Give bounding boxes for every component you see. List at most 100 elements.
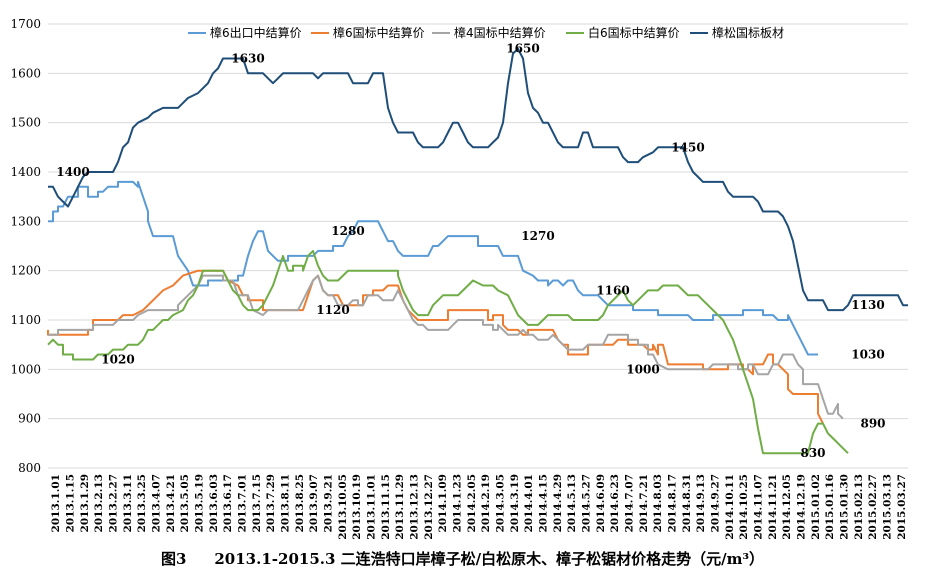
figure-caption: 图3 2013.1-2015.3 二连浩特口岸樟子松/白松原木、樟子松锯材价格走势… <box>0 548 925 569</box>
x-tick-label: 2014.4.01 <box>523 474 535 532</box>
data-label: 1400 <box>56 165 89 179</box>
x-tick-label: 2013.3.25 <box>136 474 148 532</box>
data-label: 1650 <box>506 42 539 56</box>
x-tick-label: 2014.10.25 <box>738 474 750 540</box>
x-tick-label: 2013.9.07 <box>308 474 320 532</box>
x-tick-label: 2014.2.05 <box>466 474 478 532</box>
y-tick-label: 900 <box>18 412 41 426</box>
data-label: 1030 <box>851 348 884 362</box>
x-tick-label: 2015.01.02 <box>810 474 822 540</box>
x-tick-label: 2013.10.19 <box>351 474 363 540</box>
x-tick-label: 2013.2.13 <box>93 474 105 532</box>
x-tick-label: 2014.12.05 <box>781 474 793 540</box>
figure-title: 2013.1-2015.3 二连浩特口岸樟子松/白松原木、樟子松锯材价格走势（元… <box>214 550 765 568</box>
x-tick-label: 2015.03.13 <box>882 474 894 540</box>
x-tick-label: 2013.7.01 <box>237 474 249 532</box>
legend-label: 樟松国标板材 <box>712 25 784 40</box>
x-tick-label: 2014.4.29 <box>552 474 564 532</box>
data-label: 1630 <box>231 52 264 66</box>
x-tick-label: 2014.5.27 <box>581 474 593 532</box>
x-tick-label: 2014.3.05 <box>495 474 507 532</box>
x-tick-label: 2014.4.15 <box>538 474 550 532</box>
x-tick-label: 2013.9.21 <box>323 474 335 532</box>
x-tick-label: 2013.11.29 <box>394 474 406 540</box>
x-tick-label: 2014.11.21 <box>767 474 779 540</box>
legend-label: 樟4国标中结算价 <box>454 25 546 40</box>
x-tick-label: 2013.1.01 <box>50 474 62 532</box>
x-tick-label: 2015.02.27 <box>867 474 879 540</box>
y-tick-label: 1000 <box>10 362 41 376</box>
x-tick-label: 2014.8.31 <box>681 474 693 532</box>
x-tick-label: 2014.7.07 <box>624 474 636 532</box>
x-tick-label: 2013.4.07 <box>151 474 163 532</box>
x-tick-label: 2013.10.05 <box>337 474 349 540</box>
y-tick-label: 1700 <box>10 17 41 31</box>
x-tick-label: 2014.9.27 <box>710 474 722 532</box>
data-annotations: 1400 1630 1650 1450 1280 1270 1160 1120 1020 1000… <box>56 42 885 461</box>
x-tick-label: 2013.11.01 <box>366 474 378 540</box>
legend-label: 樟6国标中结算价 <box>333 25 425 40</box>
x-axis: 2013.1.01 2013.1.15 2013.1.29 2013.2.13 2013… <box>50 474 908 540</box>
x-tick-label: 2013.7.29 <box>265 474 277 532</box>
x-tick-label: 2013.11.15 <box>380 474 392 540</box>
x-tick-label: 2014.1.09 <box>437 474 449 532</box>
x-tick-label: 2015.02.13 <box>853 474 865 540</box>
data-label: 890 <box>860 417 885 431</box>
x-tick-label: 2014.10.11 <box>724 474 736 540</box>
y-tick-label: 1200 <box>10 264 41 278</box>
figure-number: 图3 <box>160 550 187 568</box>
y-tick-label: 800 <box>18 461 41 475</box>
data-label: 1000 <box>626 362 659 376</box>
y-tick-label: 1100 <box>10 313 41 327</box>
x-tick-label: 2013.8.25 <box>294 474 306 532</box>
x-tick-label: 2014.5.13 <box>566 474 578 532</box>
series-line-3 <box>48 274 844 420</box>
y-tick-label: 1600 <box>10 66 41 80</box>
x-tick-label: 2015.01.30 <box>839 474 851 540</box>
data-label: 1280 <box>331 224 364 238</box>
x-tick-label: 2013.6.03 <box>208 474 220 532</box>
x-tick-label: 2015.03.27 <box>896 474 908 540</box>
x-tick-label: 2014.6.23 <box>609 474 621 532</box>
x-tick-label: 2013.2.27 <box>108 474 120 532</box>
x-tick-label: 2013.5.19 <box>194 474 206 532</box>
x-tick-label: 2013.8.11 <box>280 474 292 532</box>
x-tick-label: 2014.12.19 <box>796 474 808 540</box>
x-tick-label: 2014.7.21 <box>638 474 650 532</box>
x-tick-label: 2013.5.05 <box>179 474 191 532</box>
y-tick-label: 1300 <box>10 214 41 228</box>
legend-label: 白6国标中结算价 <box>588 25 680 40</box>
x-tick-label: 2014.6.09 <box>595 474 607 532</box>
x-tick-label: 2013.12.27 <box>423 474 435 540</box>
y-tick-label: 1500 <box>10 116 41 130</box>
x-tick-label: 2013.12.13 <box>409 474 421 540</box>
x-tick-label: 2014.3.19 <box>509 474 521 532</box>
x-tick-label: 2014.8.03 <box>652 474 664 532</box>
y-axis: 800 900 1000 1100 1200 1300 1400 1500 1600 1700 <box>10 17 41 475</box>
x-tick-label: 2014.1.23 <box>452 474 464 532</box>
legend: 樟6出口中结算价 樟6国标中结算价 樟4国标中结算价 白6国标中结算价 樟松国标板材 <box>188 25 784 40</box>
x-tick-label: 2014.9.13 <box>695 474 707 532</box>
x-tick-label: 2013.4.21 <box>165 474 177 532</box>
series-lines <box>47 47 908 455</box>
gridlines <box>48 23 908 469</box>
x-tick-label: 2015.01.16 <box>824 474 836 540</box>
data-label: 1130 <box>851 298 884 312</box>
data-label: 830 <box>800 446 825 460</box>
series-line-5 <box>48 47 908 312</box>
x-tick-label: 2013.3.11 <box>122 474 134 532</box>
price-trend-chart: 800 900 1000 1100 1200 1300 1400 1500 1600 1700 2… <box>10 17 908 540</box>
x-tick-label: 2013.1.29 <box>79 474 91 532</box>
y-tick-label: 1400 <box>10 165 41 179</box>
data-label: 1160 <box>596 283 629 297</box>
data-label: 1450 <box>671 140 704 154</box>
legend-label: 樟6出口中结算价 <box>210 25 302 40</box>
series-line-4 <box>47 249 849 455</box>
x-tick-label: 2014.8.17 <box>667 474 679 532</box>
x-tick-label: 2013.1.15 <box>65 474 77 532</box>
data-label: 1270 <box>521 229 554 243</box>
x-tick-label: 2014.2.19 <box>480 474 492 532</box>
x-tick-label: 2014.11.07 <box>753 474 765 540</box>
data-label: 1120 <box>316 303 349 317</box>
x-tick-label: 2013.7.15 <box>251 474 263 532</box>
